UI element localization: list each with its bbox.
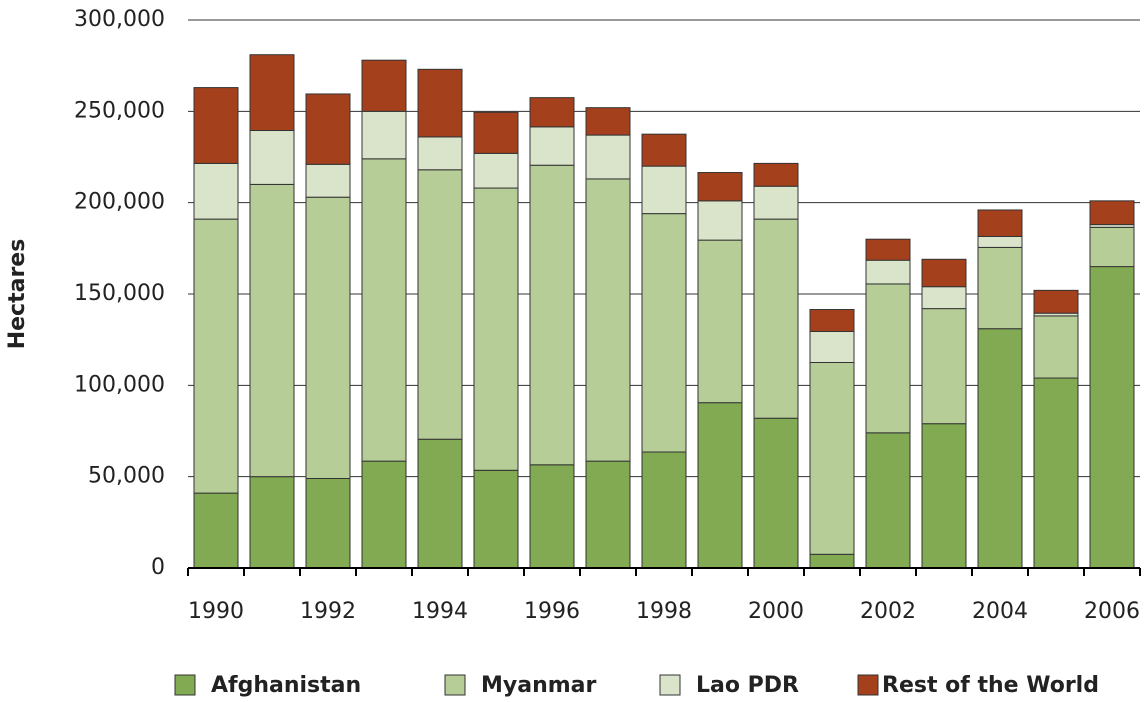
bar-segment <box>585 134 631 180</box>
bar-segment <box>921 308 967 425</box>
legend-swatch <box>857 674 879 696</box>
bar-segment <box>529 464 575 569</box>
bar-segment <box>305 163 351 198</box>
bar-segment <box>753 417 799 569</box>
x-tick-label: 2000 <box>748 599 804 624</box>
bar-segment <box>417 169 463 440</box>
bar-segment <box>753 162 799 187</box>
bar-segment <box>193 218 239 494</box>
bar-segment <box>865 283 911 434</box>
bar-segment <box>641 451 687 569</box>
legend-swatch <box>174 674 196 696</box>
legend-swatch <box>659 674 681 696</box>
bar-segment <box>921 258 967 288</box>
x-tick-label: 2002 <box>860 599 916 624</box>
bar-segment <box>641 133 687 167</box>
bar-segment <box>977 328 1023 569</box>
bar-segment <box>361 460 407 569</box>
bar-segment <box>249 130 295 185</box>
x-tick-label: 1998 <box>636 599 692 624</box>
bar-segment <box>809 362 855 555</box>
bar-segment <box>305 196 351 479</box>
bar-segment <box>697 200 743 241</box>
x-tick-label: 1994 <box>412 599 468 624</box>
bar-segment <box>809 309 855 332</box>
y-tick-label: 150,000 <box>74 281 165 306</box>
bar-segment <box>193 162 239 220</box>
bar-segment <box>305 93 351 165</box>
legend-label: Myanmar <box>481 673 597 698</box>
bar-segment <box>697 172 743 202</box>
bar-segment <box>249 54 295 132</box>
y-axis-title: Hectares <box>5 239 30 350</box>
bar-segment <box>921 423 967 569</box>
bar-segment <box>1089 200 1135 226</box>
bar-segment <box>361 59 407 112</box>
bar-segment <box>585 178 631 462</box>
x-tick-label: 1996 <box>524 599 580 624</box>
bar-segment <box>249 476 295 569</box>
bar-segment <box>193 87 239 164</box>
bar-segment <box>697 239 743 404</box>
bar-segment <box>249 183 295 478</box>
bar-segment <box>473 111 519 154</box>
bar-segment <box>193 492 239 569</box>
bar-segment <box>529 164 575 466</box>
bar-segment <box>473 469 519 569</box>
bar-segment <box>977 235 1023 248</box>
x-tick-label: 1992 <box>300 599 356 624</box>
x-tick-label: 2006 <box>1084 599 1140 624</box>
bar-segment <box>417 136 463 171</box>
bar-segment <box>417 68 463 138</box>
bar-segment <box>809 553 855 569</box>
bar-segment <box>417 438 463 569</box>
bar-segment <box>585 107 631 136</box>
bar-segment <box>641 165 687 215</box>
y-tick-label: 300,000 <box>74 7 165 32</box>
bar-segment <box>865 238 911 261</box>
y-tick-label: 250,000 <box>74 98 165 123</box>
bar-segment <box>641 213 687 453</box>
x-tick-label: 2004 <box>972 599 1028 624</box>
bar-segment <box>361 110 407 160</box>
bar-segment <box>697 402 743 569</box>
bar-segment <box>585 460 631 569</box>
bar-segment <box>809 330 855 363</box>
bar-segment <box>753 218 799 419</box>
bar-segment <box>361 158 407 462</box>
bar-segment <box>921 286 967 310</box>
legend-label: Lao PDR <box>696 673 799 698</box>
y-tick-label: 100,000 <box>74 372 165 397</box>
y-tick-label: 200,000 <box>74 190 165 215</box>
bar-segment <box>473 152 519 189</box>
bar-segment <box>473 187 519 471</box>
legend: Afghanistan Myanmar Lao PDR Rest of the Wor… <box>174 673 1099 698</box>
bar-segment <box>305 477 351 569</box>
bar-segment <box>865 259 911 285</box>
bar-segment <box>865 432 911 569</box>
legend-swatch <box>444 674 466 696</box>
bar-segment <box>1089 266 1135 569</box>
legend-label: Rest of the World <box>882 673 1099 698</box>
bar-segment <box>977 209 1023 237</box>
bar-segment <box>1033 315 1079 379</box>
y-tick-label: 50,000 <box>88 464 165 489</box>
bar-segment <box>529 126 575 166</box>
bar-segment <box>1033 289 1079 314</box>
bar-segment <box>753 185 799 220</box>
bar-segment <box>1089 226 1135 268</box>
bar-segment <box>1033 377 1079 569</box>
bar-segment <box>529 97 575 128</box>
legend-label: Afghanistan <box>211 673 361 698</box>
y-tick-label: 0 <box>151 555 165 580</box>
bar-segment <box>977 246 1023 330</box>
x-tick-label: 1990 <box>188 599 244 624</box>
